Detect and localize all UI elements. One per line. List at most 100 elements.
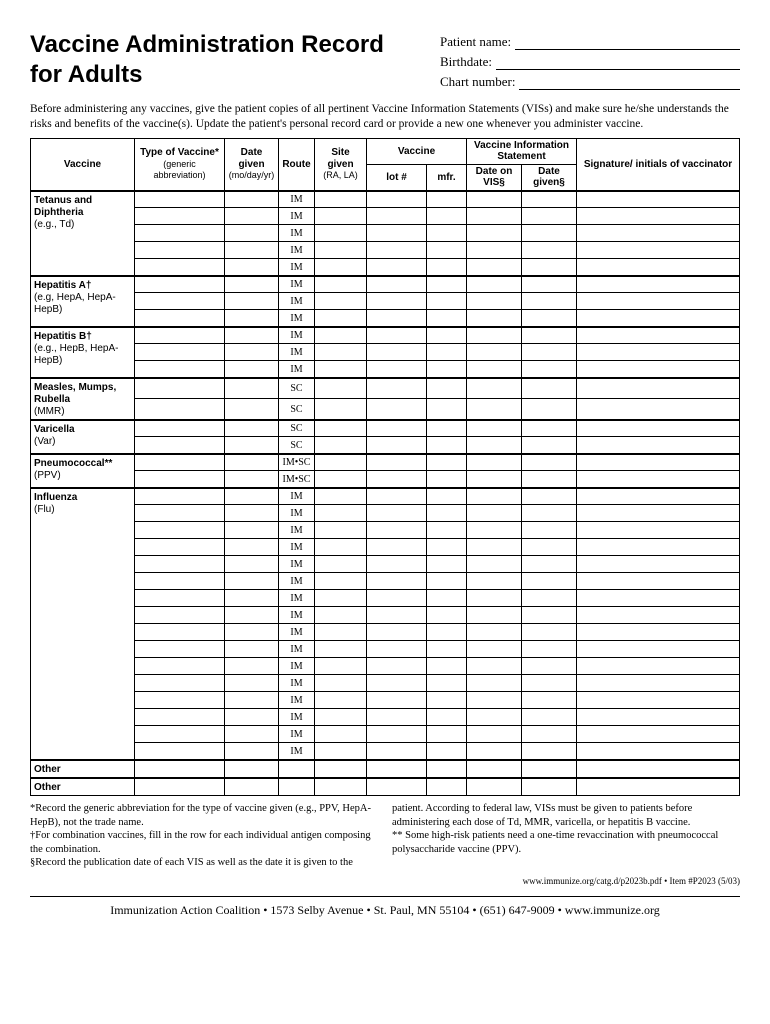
input-cell[interactable] (367, 573, 427, 590)
input-cell[interactable] (135, 760, 225, 778)
input-cell[interactable] (427, 399, 467, 420)
input-cell[interactable] (467, 208, 522, 225)
input-cell[interactable] (225, 778, 279, 796)
input-cell[interactable] (367, 539, 427, 556)
input-cell[interactable] (522, 607, 577, 624)
input-cell[interactable] (135, 709, 225, 726)
input-cell[interactable] (225, 607, 279, 624)
input-cell[interactable] (522, 658, 577, 675)
input-cell[interactable] (522, 590, 577, 607)
input-cell[interactable] (315, 641, 367, 658)
input-cell[interactable] (135, 658, 225, 675)
input-cell[interactable] (577, 191, 740, 208)
input-cell[interactable] (467, 327, 522, 344)
input-cell[interactable] (522, 675, 577, 692)
input-cell[interactable] (135, 675, 225, 692)
input-cell[interactable] (135, 778, 225, 796)
input-cell[interactable] (467, 310, 522, 327)
input-cell[interactable] (427, 310, 467, 327)
input-cell[interactable] (522, 641, 577, 658)
input-cell[interactable] (522, 191, 577, 208)
input-cell[interactable] (135, 225, 225, 242)
input-cell[interactable] (427, 242, 467, 259)
input-cell[interactable] (135, 590, 225, 607)
input-cell[interactable] (225, 437, 279, 454)
input-cell[interactable] (577, 225, 740, 242)
input-cell[interactable] (225, 624, 279, 641)
input-cell[interactable] (315, 276, 367, 293)
input-cell[interactable] (467, 361, 522, 378)
input-cell[interactable] (522, 437, 577, 454)
input-cell[interactable] (367, 191, 427, 208)
input-cell[interactable] (135, 607, 225, 624)
input-cell[interactable] (225, 399, 279, 420)
input-cell[interactable] (577, 743, 740, 760)
input-cell[interactable] (225, 641, 279, 658)
input-cell[interactable] (225, 522, 279, 539)
input-cell[interactable] (135, 276, 225, 293)
input-cell[interactable] (467, 760, 522, 778)
input-cell[interactable] (427, 726, 467, 743)
input-cell[interactable] (315, 743, 367, 760)
input-cell[interactable] (315, 692, 367, 709)
input-cell[interactable] (522, 293, 577, 310)
input-cell[interactable] (577, 293, 740, 310)
input-cell[interactable] (135, 259, 225, 276)
input-cell[interactable] (315, 225, 367, 242)
input-cell[interactable] (367, 471, 427, 488)
input-cell[interactable] (427, 743, 467, 760)
input-cell[interactable] (135, 573, 225, 590)
input-cell[interactable] (577, 242, 740, 259)
input-cell[interactable] (135, 378, 225, 399)
input-cell[interactable] (427, 760, 467, 778)
input-cell[interactable] (367, 607, 427, 624)
input-cell[interactable] (427, 208, 467, 225)
input-cell[interactable] (522, 778, 577, 796)
input-cell[interactable] (315, 709, 367, 726)
input-cell[interactable] (522, 488, 577, 505)
input-cell[interactable] (315, 505, 367, 522)
input-cell[interactable] (577, 778, 740, 796)
input-cell[interactable] (367, 743, 427, 760)
input-cell[interactable] (225, 208, 279, 225)
input-cell[interactable] (225, 726, 279, 743)
input-cell[interactable] (522, 522, 577, 539)
input-cell[interactable] (367, 454, 427, 471)
birthdate-input[interactable] (496, 56, 740, 70)
input-cell[interactable] (315, 760, 367, 778)
input-cell[interactable] (467, 778, 522, 796)
input-cell[interactable] (522, 539, 577, 556)
input-cell[interactable] (467, 505, 522, 522)
input-cell[interactable] (427, 259, 467, 276)
patient-name-input[interactable] (515, 36, 740, 50)
input-cell[interactable] (577, 505, 740, 522)
input-cell[interactable] (467, 522, 522, 539)
input-cell[interactable] (225, 573, 279, 590)
input-cell[interactable] (367, 778, 427, 796)
input-cell[interactable] (427, 556, 467, 573)
input-cell[interactable] (225, 658, 279, 675)
input-cell[interactable] (577, 361, 740, 378)
input-cell[interactable] (135, 726, 225, 743)
input-cell[interactable] (577, 709, 740, 726)
input-cell[interactable] (427, 607, 467, 624)
input-cell[interactable] (315, 310, 367, 327)
input-cell[interactable] (315, 726, 367, 743)
input-cell[interactable] (135, 743, 225, 760)
input-cell[interactable] (522, 399, 577, 420)
input-cell[interactable] (367, 488, 427, 505)
input-cell[interactable] (225, 692, 279, 709)
input-cell[interactable] (225, 675, 279, 692)
input-cell[interactable] (225, 709, 279, 726)
input-cell[interactable] (467, 344, 522, 361)
input-cell[interactable] (467, 378, 522, 399)
input-cell[interactable] (577, 590, 740, 607)
input-cell[interactable] (427, 225, 467, 242)
input-cell[interactable] (225, 276, 279, 293)
input-cell[interactable] (522, 454, 577, 471)
input-cell[interactable] (427, 505, 467, 522)
input-cell[interactable] (367, 344, 427, 361)
input-cell[interactable] (367, 276, 427, 293)
input-cell[interactable] (315, 259, 367, 276)
input-cell[interactable] (315, 378, 367, 399)
